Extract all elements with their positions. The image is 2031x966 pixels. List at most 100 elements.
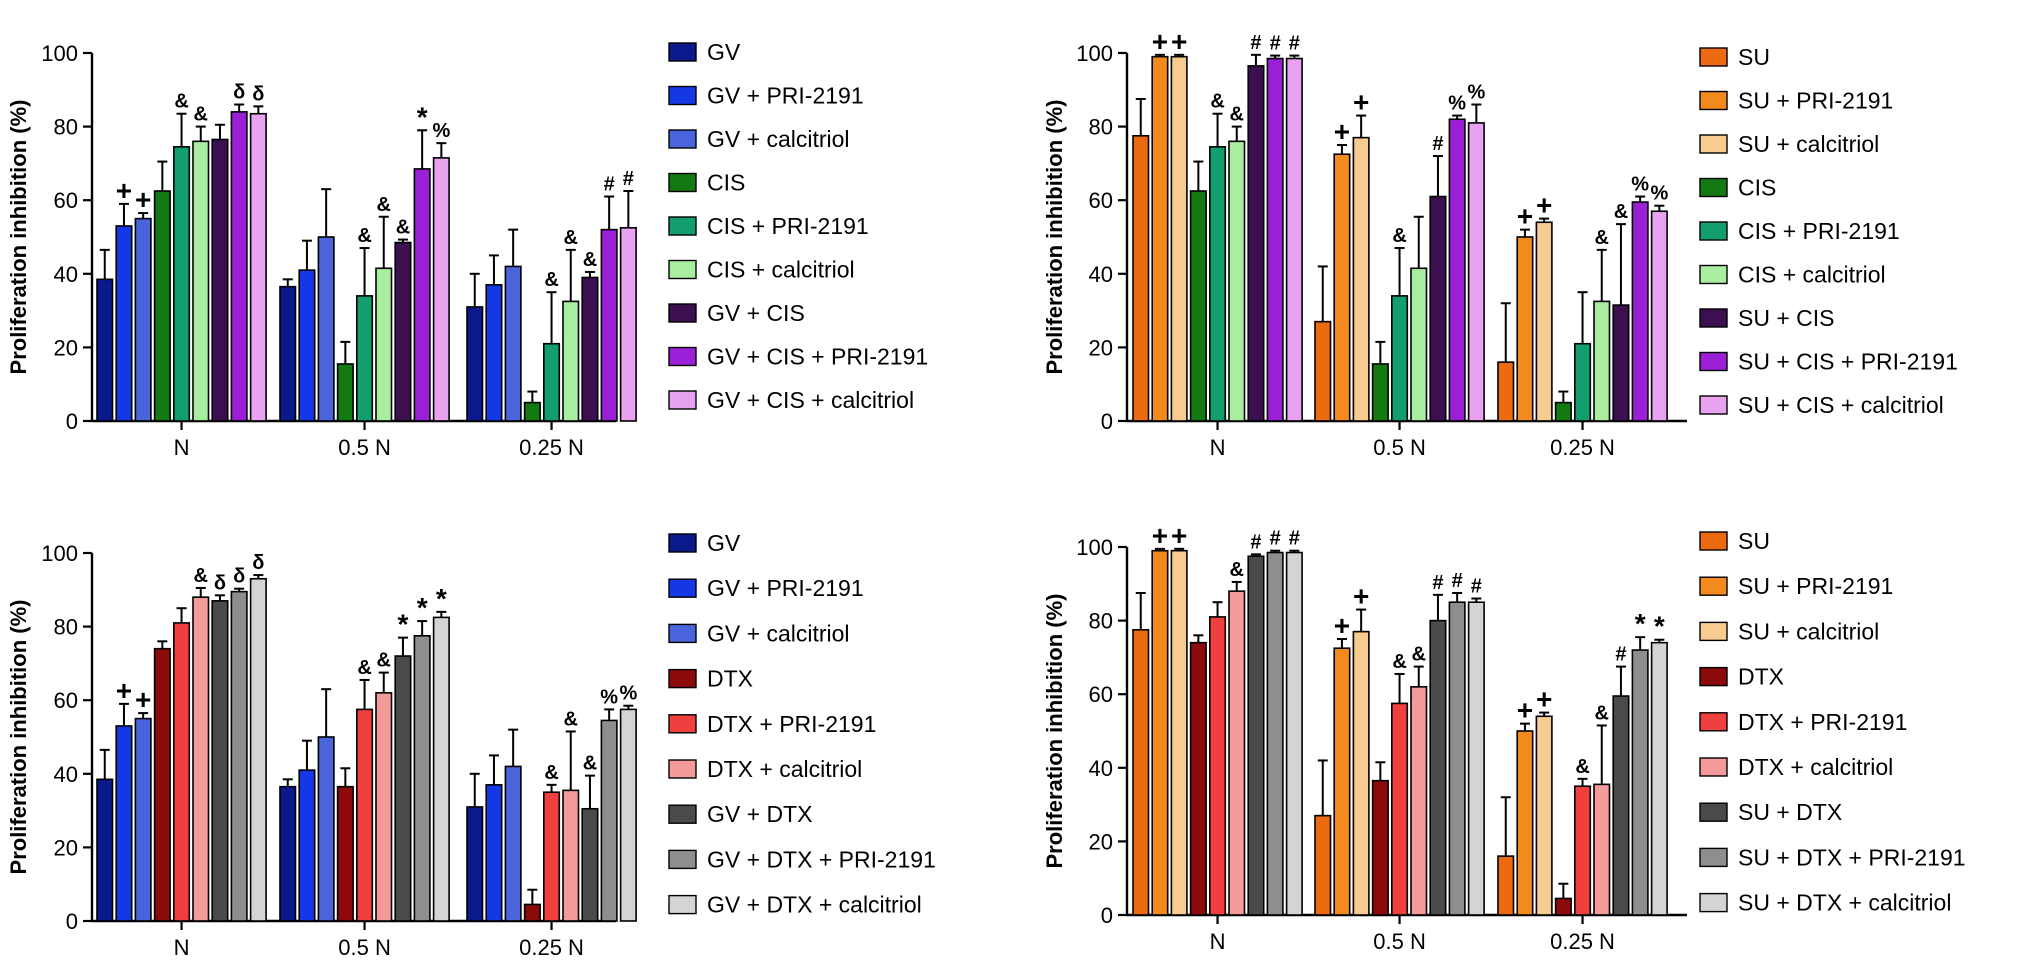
- legend-label: DTX + calcitriol: [707, 756, 862, 782]
- significance-mark: &: [564, 227, 578, 249]
- chart-panel-3: 0 20 40 60 80 100 Proliferation inhibition (%)…: [6, 530, 936, 960]
- legend-label: DTX: [707, 666, 753, 692]
- significance-mark: #: [1289, 33, 1300, 55]
- y-tick-label: 0: [1101, 903, 1113, 928]
- significance-mark: #: [1250, 531, 1261, 553]
- significance-mark: #: [1615, 644, 1626, 666]
- legend-swatch: [1699, 134, 1728, 154]
- y-tick-label: 60: [1089, 682, 1113, 707]
- y-tick-label: 20: [54, 335, 78, 360]
- bar: [153, 647, 171, 922]
- significance-mark: +: [135, 684, 151, 715]
- significance-mark: &: [1210, 91, 1224, 113]
- y-tick-label: 60: [54, 688, 78, 713]
- bar: [230, 590, 248, 922]
- bar: [279, 785, 297, 922]
- bar: [1410, 267, 1428, 422]
- y-tick-label: 20: [1089, 829, 1113, 854]
- bar: [1516, 236, 1534, 422]
- legend-label: GV + CIS + PRI-2191: [707, 344, 928, 370]
- bar: [1631, 201, 1649, 422]
- significance-mark: δ: [252, 83, 264, 105]
- bar: [375, 267, 393, 422]
- legend-label: GV: [707, 39, 741, 65]
- bar: [1247, 555, 1265, 916]
- legend-swatch: [668, 259, 697, 280]
- significance-mark: +: [1536, 684, 1552, 715]
- significance-mark: +: [1152, 520, 1168, 551]
- chart-panel-1: 0 20 40 60 80 100 Proliferation inhibition (%)…: [6, 39, 928, 460]
- bar: [1410, 686, 1428, 916]
- bar: [1170, 55, 1188, 422]
- legend-swatch: [668, 42, 697, 62]
- bar: [1151, 549, 1169, 916]
- legend-label: GV: [707, 530, 741, 556]
- bar: [1535, 221, 1553, 422]
- legend-label: SU + CIS + PRI-2191: [1738, 349, 1958, 375]
- legend-swatch: [668, 623, 697, 644]
- y-tick-label: 40: [54, 762, 78, 787]
- bar: [394, 655, 412, 922]
- significance-mark: +: [116, 175, 132, 206]
- bar: [1391, 295, 1409, 422]
- bar: [1189, 190, 1207, 422]
- legend-label: SU + calcitriol: [1738, 618, 1879, 644]
- bar: [1554, 401, 1572, 422]
- legend-label: SU + PRI-2191: [1738, 88, 1893, 114]
- bar: [192, 596, 210, 922]
- bar: [211, 600, 229, 922]
- significance-mark: &: [396, 217, 410, 239]
- legend-swatch: [1699, 264, 1728, 285]
- bar: [230, 111, 248, 422]
- bar: [1650, 641, 1668, 916]
- significance-mark: %: [1631, 174, 1649, 196]
- bar: [1209, 146, 1227, 422]
- y-tick-label: 80: [54, 115, 78, 140]
- legend-swatch: [1699, 802, 1728, 822]
- significance-mark: &: [1614, 201, 1628, 223]
- x-tick-label: N: [174, 935, 190, 960]
- legend-label: GV + calcitriol: [707, 126, 850, 152]
- x-tick-label: 0.25 N: [519, 435, 584, 460]
- bar: [1371, 363, 1389, 422]
- bar: [1554, 897, 1572, 916]
- bar: [1333, 153, 1351, 422]
- legend-swatch: [1699, 531, 1728, 551]
- bar: [619, 708, 637, 922]
- legend-label: GV + DTX + calcitriol: [707, 892, 922, 918]
- legend-label: DTX + PRI-2191: [707, 711, 876, 737]
- y-tick-label: 40: [1089, 756, 1113, 781]
- significance-mark: #: [1452, 570, 1463, 592]
- bar: [1574, 342, 1592, 422]
- bar: [581, 807, 599, 922]
- significance-mark: %: [432, 120, 450, 142]
- bar: [1266, 551, 1284, 916]
- bar: [96, 778, 114, 922]
- bar: [173, 146, 191, 422]
- bar: [134, 717, 152, 922]
- legend-swatch: [668, 894, 697, 915]
- legend-label: SU + calcitriol: [1738, 131, 1879, 157]
- significance-mark: *: [417, 101, 428, 132]
- bar: [211, 138, 229, 422]
- bar: [355, 295, 374, 422]
- significance-mark: #: [1250, 32, 1261, 54]
- significance-mark: δ: [214, 572, 226, 594]
- bar: [1132, 628, 1150, 916]
- bar: [336, 363, 354, 422]
- bar: [413, 168, 431, 422]
- bar: [134, 217, 152, 422]
- bar: [504, 265, 522, 422]
- legend-label: GV + CIS + calcitriol: [707, 387, 914, 413]
- significance-mark: δ: [233, 566, 245, 588]
- bar: [1314, 320, 1332, 422]
- legend-swatch: [668, 668, 697, 689]
- y-tick-label: 80: [1089, 115, 1113, 140]
- legend-label: SU + CIS: [1738, 305, 1835, 331]
- bar: [1497, 361, 1515, 422]
- significance-mark: &: [1412, 644, 1426, 666]
- significance-mark: &: [174, 91, 188, 113]
- significance-mark: &: [583, 753, 597, 775]
- significance-mark: &: [1595, 227, 1609, 249]
- significance-mark: %: [600, 686, 618, 708]
